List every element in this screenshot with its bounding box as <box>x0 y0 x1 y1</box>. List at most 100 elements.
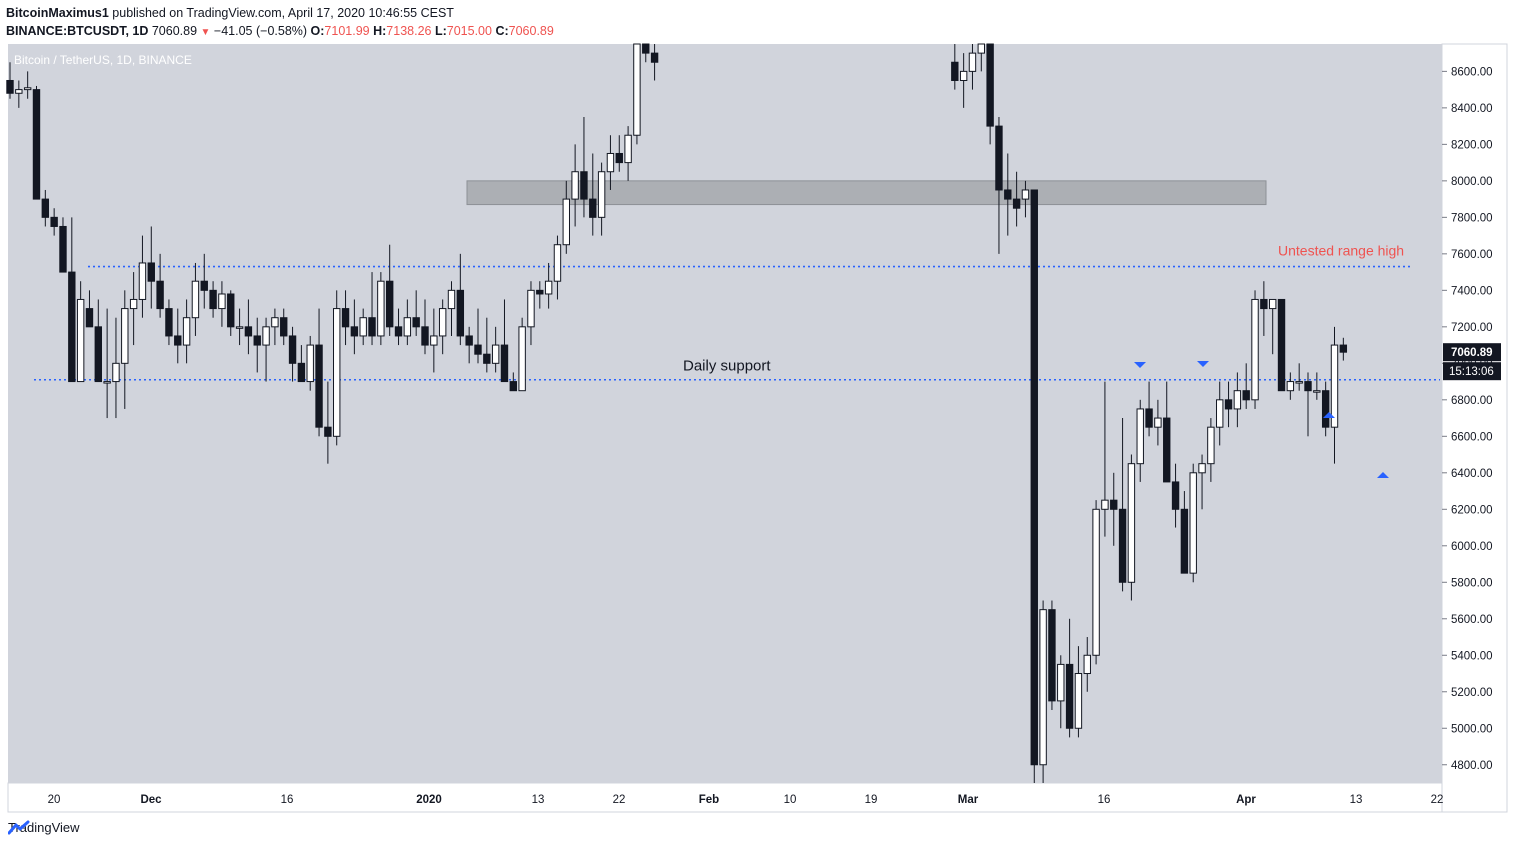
high-value: 7138.26 <box>386 24 432 38</box>
footer: TradingView <box>8 820 80 835</box>
last-price: 7060.89 <box>151 24 198 38</box>
candle-body <box>1048 609 1056 702</box>
down-marker-triangle <box>1197 361 1209 367</box>
y-tick-label: 8600.00 <box>1451 66 1493 78</box>
candle-body <box>182 317 191 346</box>
candle-body <box>1198 463 1206 474</box>
candle-body <box>68 271 76 383</box>
untested-range-high-label: Untested range high <box>1278 243 1404 259</box>
candle-body <box>244 326 253 337</box>
candle-body <box>968 52 977 72</box>
close-label: C: <box>495 24 509 38</box>
high-label: H: <box>373 24 387 38</box>
x-tick-label: 13 <box>532 794 545 806</box>
candle-body <box>642 43 650 54</box>
candle-body <box>1012 198 1021 209</box>
candle-body <box>412 317 420 328</box>
open-value: 7101.99 <box>324 24 370 38</box>
candle-body <box>1163 417 1171 483</box>
tradingview-logo-icon <box>8 820 30 835</box>
y-tick-label: 6000.00 <box>1451 541 1493 553</box>
candle-body <box>580 171 588 200</box>
publish-text: published on TradingView.com, April 17, … <box>108 6 454 20</box>
y-tick-label: 5400.00 <box>1451 650 1493 662</box>
candle-body <box>76 298 85 383</box>
candle-body <box>359 317 367 337</box>
candle-body <box>147 262 155 282</box>
candle-body <box>191 280 200 319</box>
candle-body <box>23 87 32 91</box>
candle-body <box>633 43 641 136</box>
y-tick-label: 6200.00 <box>1451 504 1493 516</box>
y-tick-label: 4800.00 <box>1451 760 1493 772</box>
candle-body <box>288 335 297 364</box>
candle-body <box>94 326 102 383</box>
candle-body <box>59 225 67 273</box>
candle-body <box>1277 298 1286 392</box>
candle-body <box>597 171 606 218</box>
candle-body <box>1065 663 1074 729</box>
candle-body <box>553 244 562 282</box>
time-axis-panel <box>7 782 1443 813</box>
candle-body <box>544 280 553 295</box>
x-tick-label: Dec <box>140 794 162 806</box>
countdown-label: 15:13:06 <box>1449 366 1494 378</box>
candle-body <box>491 344 500 364</box>
y-tick-label: 6400.00 <box>1451 468 1493 480</box>
candle-body <box>103 381 111 384</box>
x-tick-label: Feb <box>699 794 719 806</box>
up-marker-triangle <box>1377 472 1389 478</box>
candle-body <box>1286 381 1295 392</box>
candle-body <box>333 308 341 437</box>
candle-body <box>165 308 173 337</box>
last-price-label: 7060.89 <box>1451 347 1493 359</box>
chart-header: BitcoinMaximus1 published on TradingView… <box>6 4 554 42</box>
candle-body <box>447 289 456 310</box>
author-name[interactable]: BitcoinMaximus1 <box>6 6 109 20</box>
candle-body <box>1127 463 1136 583</box>
candle-body <box>138 262 147 300</box>
candle-body <box>121 308 129 364</box>
candle-body <box>1030 189 1038 766</box>
candle-body <box>456 289 465 337</box>
x-tick-label: Apr <box>1236 794 1256 806</box>
candle-body <box>1189 472 1197 574</box>
daily-support-label: Daily support <box>683 358 771 375</box>
down-marker-triangle <box>1134 362 1146 368</box>
low-label: L: <box>434 24 447 38</box>
candle-body <box>1101 499 1109 510</box>
down-arrow-icon: ▼ <box>200 27 211 38</box>
candle-body <box>15 89 23 94</box>
x-tick-label: 16 <box>1098 794 1111 806</box>
candle-body <box>562 198 570 246</box>
y-tick-label: 5000.00 <box>1451 723 1493 735</box>
candle-body <box>1136 408 1144 465</box>
candle-body <box>209 289 217 310</box>
candle-body <box>218 293 226 310</box>
last-price-tag <box>1443 343 1501 362</box>
candle-body <box>280 317 288 337</box>
x-tick-label: 16 <box>281 794 294 806</box>
chart-title: Bitcoin / TetherUS, 1D, BINANCE <box>14 53 192 67</box>
candle-body <box>1304 381 1312 392</box>
candle-body <box>536 289 544 295</box>
x-tick-label: 13 <box>1350 794 1363 806</box>
candle-body <box>350 326 359 337</box>
low-value: 7015.00 <box>446 24 492 38</box>
candle-body <box>589 198 597 218</box>
candle-body <box>995 125 1003 191</box>
close-value: 7060.89 <box>508 24 554 38</box>
candle-body <box>1021 189 1030 200</box>
candle-body <box>1295 381 1303 384</box>
candle-body <box>156 280 164 310</box>
candle-body <box>474 344 482 355</box>
candle-body <box>650 52 659 63</box>
price-change: −41.05 (−0.58%) <box>213 24 308 38</box>
candle-body <box>306 344 314 383</box>
candle-body <box>959 70 968 81</box>
candle-body <box>50 216 58 227</box>
x-tick-label: 19 <box>865 794 878 806</box>
y-tick-label: 5200.00 <box>1451 687 1493 699</box>
